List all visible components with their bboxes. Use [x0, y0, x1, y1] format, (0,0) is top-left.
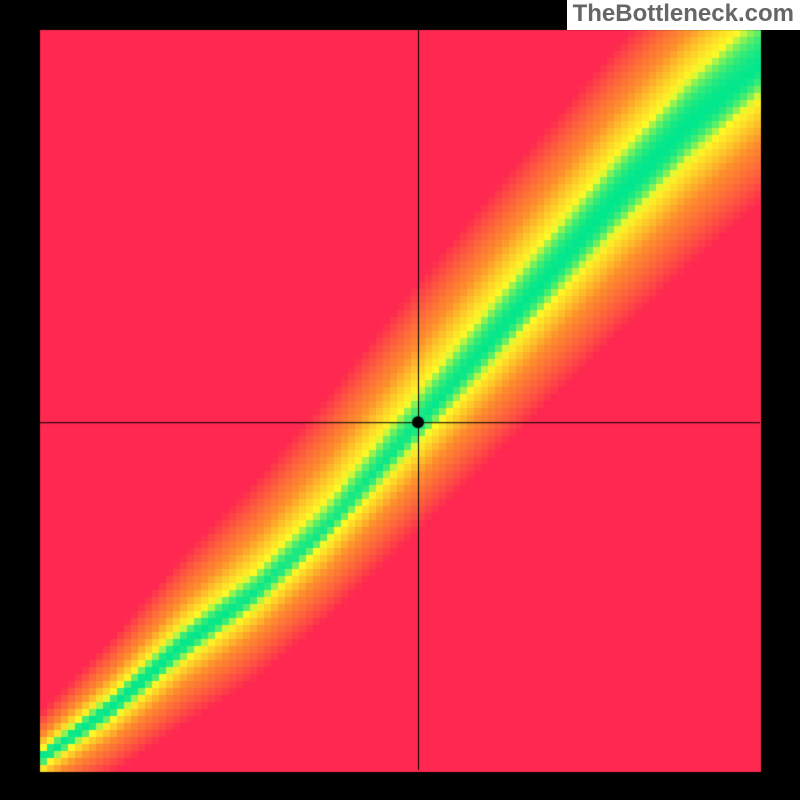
chart-container: TheBottleneck.com [0, 0, 800, 800]
watermark-label: TheBottleneck.com [567, 0, 800, 30]
bottleneck-heatmap [0, 0, 800, 800]
